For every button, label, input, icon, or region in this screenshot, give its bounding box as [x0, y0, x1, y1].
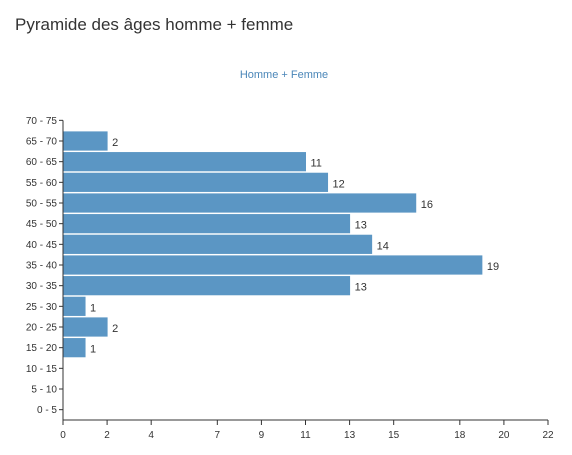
y-tick-label: 55 - 60: [26, 178, 58, 189]
y-tick-label: 45 - 50: [26, 219, 58, 230]
data-label: 2: [112, 137, 118, 149]
y-tick-label: 25 - 30: [26, 302, 58, 313]
bars-group: [63, 131, 483, 358]
chart-title: Homme + Femme: [240, 69, 328, 81]
bar-35-40[interactable]: [63, 255, 483, 275]
y-tick-label: 40 - 45: [26, 240, 58, 251]
x-tick-label: 13: [344, 430, 356, 441]
y-tick-label: 65 - 70: [26, 137, 58, 148]
bar-15-20[interactable]: [63, 338, 86, 358]
x-tick-label: 18: [454, 430, 466, 441]
y-tick-label: 20 - 25: [26, 323, 58, 334]
y-tick-label: 0 - 5: [37, 405, 57, 416]
bar-65-70[interactable]: [63, 131, 108, 151]
data-label: 14: [377, 240, 389, 252]
bar-50-55[interactable]: [63, 193, 417, 213]
data-label: 12: [333, 178, 345, 190]
x-tick-label: 4: [148, 430, 154, 441]
bar-55-60[interactable]: [63, 172, 329, 192]
data-label: 19: [487, 261, 499, 273]
y-axis: 0 - 5 5 - 10 10 - 15 15 - 20 20 - 25 25 - 30 3…: [26, 116, 64, 420]
x-tick-label: 20: [498, 430, 510, 441]
x-tick-label: 15: [388, 430, 400, 441]
x-tick-label: 22: [542, 430, 554, 441]
bar-60-65[interactable]: [63, 152, 307, 172]
x-tick-label: 9: [259, 430, 265, 441]
data-label: 13: [355, 282, 367, 294]
bar-40-45[interactable]: [63, 234, 373, 254]
data-label: 11: [311, 158, 322, 170]
bar-30-35[interactable]: [63, 276, 351, 296]
data-label: 1: [90, 302, 96, 314]
data-label: 1: [90, 344, 96, 356]
y-tick-label: 35 - 40: [26, 261, 58, 272]
x-tick-label: 0: [60, 430, 66, 441]
x-tick-label: 7: [215, 430, 221, 441]
bar-45-50[interactable]: [63, 214, 351, 234]
data-label: 13: [355, 220, 367, 232]
y-tick-label: 60 - 65: [26, 157, 58, 168]
x-tick-label: 2: [104, 430, 110, 441]
bar-25-30[interactable]: [63, 296, 86, 316]
x-axis: 0 2 4 7 9 11 13 15 18 20 22: [60, 419, 554, 441]
data-label: 2: [112, 323, 118, 335]
page-title: Pyramide des âges homme + femme: [15, 15, 294, 34]
y-tick-label: 70 - 75: [26, 116, 58, 127]
y-tick-label: 30 - 35: [26, 281, 58, 292]
y-tick-label: 50 - 55: [26, 199, 58, 210]
y-tick-label: 15 - 20: [26, 343, 58, 354]
y-tick-label: 5 - 10: [31, 385, 57, 396]
data-label: 16: [421, 199, 433, 211]
y-tick-label: 10 - 15: [26, 364, 58, 375]
x-tick-label: 11: [300, 430, 311, 441]
bar-20-25[interactable]: [63, 317, 108, 337]
